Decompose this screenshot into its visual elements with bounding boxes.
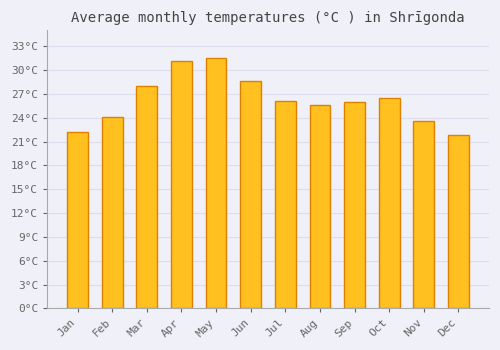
Bar: [379, 98, 400, 308]
Bar: [102, 117, 122, 308]
Bar: [414, 121, 434, 308]
Bar: [67, 132, 88, 308]
Title: Average monthly temperatures (°C ) in Shrīgonda: Average monthly temperatures (°C ) in Sh…: [71, 11, 465, 25]
Bar: [344, 102, 365, 308]
Bar: [240, 81, 261, 308]
Bar: [275, 101, 295, 308]
Bar: [171, 61, 192, 308]
Bar: [206, 58, 227, 308]
Bar: [310, 105, 330, 308]
Bar: [448, 135, 469, 308]
Bar: [136, 86, 157, 308]
